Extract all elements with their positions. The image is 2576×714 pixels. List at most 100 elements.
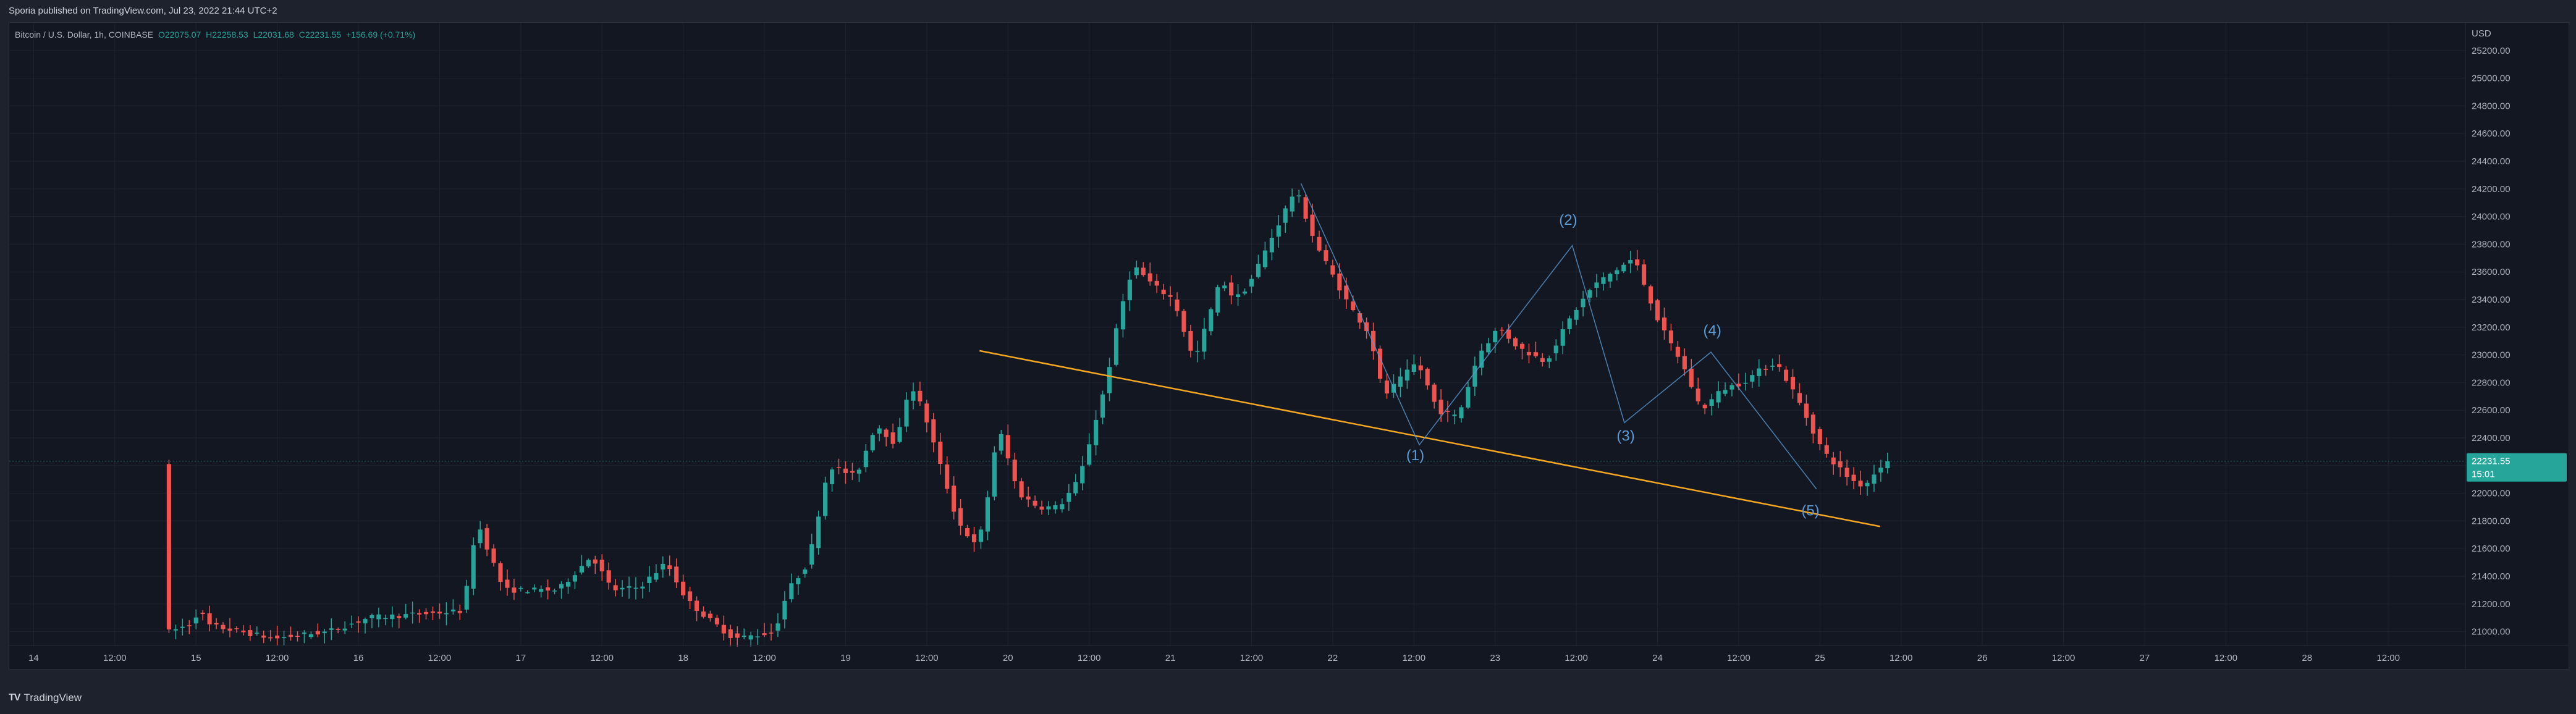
candle-body [1472, 366, 1477, 387]
candle-body [336, 629, 340, 630]
candle-body [1445, 411, 1450, 413]
candle-body [769, 632, 774, 634]
candle-body [1452, 414, 1457, 416]
candle-body [823, 482, 828, 516]
candle-body [938, 442, 943, 464]
candle-body [1053, 505, 1058, 510]
footer: TV TradingView [9, 692, 82, 704]
candle-body [1763, 369, 1768, 370]
price-tick-label: 21000.00 [2472, 627, 2511, 637]
candle-body [200, 612, 205, 615]
candle-body [1039, 506, 1044, 510]
candle-body [1330, 265, 1335, 275]
candle-body [491, 548, 496, 563]
candle-body [890, 432, 895, 444]
candle-body [701, 611, 706, 617]
candle-body [1777, 364, 1782, 368]
price-tick-label: 24600.00 [2472, 128, 2511, 139]
price-tick-label: 24400.00 [2472, 156, 2511, 167]
price-tick-label: 23200.00 [2472, 322, 2511, 333]
grid [9, 23, 2465, 645]
candle-body [755, 636, 760, 637]
candle-body [1411, 364, 1416, 372]
candle-body [532, 587, 537, 590]
candle-body [1060, 504, 1065, 510]
time-tick-label: 12:00 [2052, 653, 2076, 663]
candle-body [613, 585, 618, 590]
candle-body [803, 569, 808, 574]
candle-body [315, 631, 320, 635]
candle-body [1838, 461, 1843, 468]
candle-body [187, 625, 192, 626]
candle-body [518, 587, 523, 589]
candle-body [728, 629, 733, 638]
candle-body [695, 600, 699, 611]
candle-body [1581, 298, 1586, 308]
candle-body [633, 587, 638, 589]
candle-body [1553, 345, 1558, 353]
candle-body [830, 469, 835, 484]
time-tick-label: 21 [1165, 653, 1176, 663]
candle-body [1649, 286, 1653, 304]
candle-body [1736, 384, 1741, 387]
candle-body [1601, 277, 1606, 284]
candle-body [721, 624, 726, 634]
candle-body [1642, 264, 1647, 285]
candle-body [1655, 300, 1660, 321]
candle-body [1337, 273, 1342, 291]
candle-body [978, 529, 984, 542]
candle-body [1324, 250, 1328, 261]
time-tick-label: 23 [1490, 653, 1500, 663]
candle-body [1500, 329, 1505, 331]
price-tick-label: 22800.00 [2472, 377, 2511, 388]
candle-body [1026, 496, 1031, 500]
price-tick-label: 24200.00 [2472, 184, 2511, 195]
candle-body [342, 628, 347, 631]
candle-body [1675, 346, 1680, 357]
candle-body [1790, 377, 1796, 390]
chart-pane[interactable]: (1) (2) (3) (4) (5) USD 21000.00 21200.00 21400… [9, 22, 2569, 670]
candle-body [593, 559, 598, 564]
wave-label: (5) [1801, 502, 1819, 519]
candle-body [1262, 250, 1267, 267]
candle-body [464, 586, 469, 610]
candle-body [1283, 208, 1288, 223]
candle-body [1066, 492, 1071, 502]
candle-body [1154, 280, 1159, 286]
candle-body [1696, 388, 1700, 401]
time-tick-label: 24 [1652, 653, 1663, 663]
candle-body [620, 587, 625, 590]
candle-body [985, 497, 990, 532]
candle-body [450, 609, 455, 611]
candle-body [565, 581, 571, 587]
candle-body [1567, 318, 1572, 329]
time-tick-label: 26 [1977, 653, 1988, 663]
candle-body [471, 545, 476, 589]
candle-body [390, 614, 395, 620]
time-tick-label: 12:00 [1890, 653, 1913, 663]
candle-body [1181, 311, 1186, 332]
candle-body [1486, 343, 1491, 353]
candle-body [1716, 391, 1721, 403]
candle-body [1107, 367, 1112, 393]
candle-body [512, 587, 517, 593]
candle-body [1073, 482, 1078, 494]
candlestick-chart[interactable]: (1) (2) (3) (4) (5) USD 21000.00 21200.00 21400… [9, 23, 2569, 669]
candle-body [992, 452, 997, 497]
time-tick-label: 20 [1003, 653, 1013, 663]
candle-body [376, 614, 381, 620]
candle-body [1438, 400, 1443, 414]
candle-body [1005, 435, 1010, 459]
trendline [979, 350, 1881, 527]
candle-body [1885, 461, 1890, 469]
candle-body [329, 628, 334, 630]
candle-body [478, 529, 483, 544]
candle-body [816, 516, 821, 548]
footer-brand[interactable]: TradingView [23, 692, 82, 704]
candle-body [1810, 414, 1815, 434]
candle-body [1222, 285, 1227, 288]
elliott-wave-path [1300, 183, 1817, 490]
candle-body [884, 429, 889, 437]
price-tick-label: 25200.00 [2472, 46, 2511, 56]
candle-body [1723, 390, 1728, 394]
